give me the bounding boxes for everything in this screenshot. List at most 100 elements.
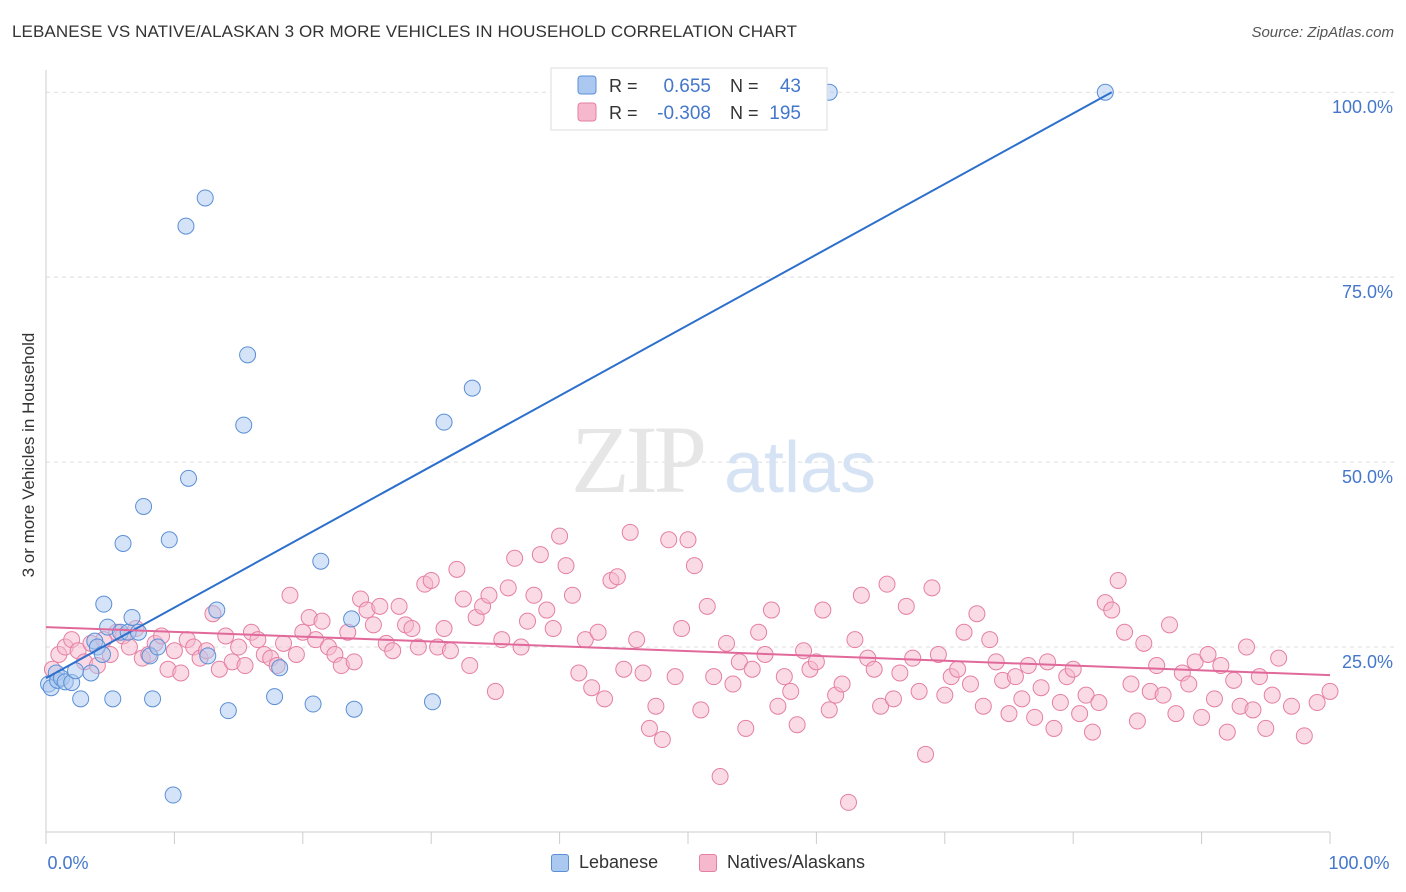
- legend-r-value: 0.655: [663, 76, 711, 97]
- natives-alaskans-point: [1205, 690, 1223, 708]
- natives-alaskans-point: [236, 657, 254, 675]
- natives-alaskans-point: [814, 601, 832, 619]
- natives-alaskans-point: [1116, 623, 1134, 641]
- lebanese-point: [135, 497, 153, 515]
- natives-alaskans-point: [840, 793, 857, 811]
- natives-alaskans-point: [1321, 682, 1339, 700]
- natives-alaskans-point: [955, 623, 973, 641]
- lebanese-point: [123, 608, 141, 626]
- natives-alaskans-point: [512, 638, 530, 656]
- lebanese-point: [160, 531, 178, 549]
- natives-alaskans-point: [1090, 694, 1108, 712]
- lebanese-point: [208, 601, 226, 619]
- natives-alaskans-point: [570, 664, 588, 682]
- lebanese-point: [72, 690, 90, 708]
- legend-n-label: N =: [730, 103, 759, 123]
- natives-alaskans-point: [441, 642, 459, 660]
- lebanese-point: [304, 695, 322, 713]
- natives-alaskans-point: [961, 675, 979, 693]
- natives-alaskans-point: [949, 660, 967, 678]
- source-credit: Source: ZipAtlas.com: [1251, 24, 1394, 41]
- lebanese-point: [463, 379, 481, 397]
- bottom-legend-item-lebanese: Lebanese: [551, 852, 658, 873]
- watermark-zip: ZIP: [571, 406, 704, 513]
- lebanese-point: [271, 659, 289, 677]
- natives-alaskans-point: [621, 523, 639, 541]
- natives-alaskans-point: [878, 575, 896, 593]
- bottom-legend-label: Natives/Alaskans: [727, 852, 866, 872]
- natives-alaskans-point: [750, 623, 768, 641]
- natives-alaskans-point: [653, 731, 671, 749]
- natives-alaskans-point: [974, 697, 992, 715]
- lebanese-point: [239, 346, 257, 364]
- natives-alaskans-point: [275, 634, 293, 652]
- natives-alaskans-point: [390, 597, 408, 615]
- natives-alaskans-point: [165, 642, 183, 660]
- watermark: ZIP atlas: [571, 406, 876, 513]
- natives-alaskans-point: [923, 579, 941, 597]
- natives-alaskans-point: [499, 579, 517, 597]
- y-tick-labels: 25.0% 50.0% 75.0% 100.0%: [1332, 97, 1393, 672]
- natives-swatch-icon: [699, 853, 717, 872]
- lebanese-point: [180, 469, 198, 487]
- natives-alaskans-point: [1244, 701, 1262, 719]
- bottom-legend-label: Lebanese: [579, 852, 659, 872]
- natives-alaskans-point: [403, 620, 421, 638]
- natives-alaskans-point: [1180, 675, 1198, 693]
- lebanese-trend-line: [45, 91, 1113, 679]
- natives-alaskans-point: [608, 568, 626, 586]
- natives-alaskans-point: [1000, 705, 1018, 723]
- axes: [45, 70, 1331, 844]
- natives-alaskans-point: [1071, 705, 1089, 723]
- natives-alaskans-point: [1128, 712, 1146, 730]
- lebanese-point: [114, 534, 132, 552]
- natives-alaskans-point: [865, 660, 883, 678]
- legend-n-value: 195: [769, 103, 801, 124]
- natives-alaskans-point: [615, 660, 633, 678]
- natives-alaskans-trend-line: [45, 626, 1331, 677]
- natives-alaskans-point: [762, 601, 780, 619]
- lebanese-point: [312, 552, 330, 570]
- gridlines: [46, 91, 1395, 648]
- natives-alaskans-point: [788, 716, 806, 734]
- natives-alaskans-point: [1045, 719, 1063, 737]
- natives-alaskans-point: [1218, 723, 1236, 741]
- lebanese-point: [196, 189, 214, 207]
- natives-alaskans-point: [435, 620, 453, 638]
- natives-alaskans-point: [551, 527, 569, 545]
- watermark-atlas: atlas: [724, 428, 876, 508]
- natives-alaskans-point: [313, 612, 331, 630]
- natives-alaskans-point: [1154, 686, 1172, 704]
- lebanese-point: [177, 217, 195, 235]
- natives-alaskans-point: [217, 627, 235, 645]
- natives-alaskans-point: [1077, 686, 1095, 704]
- natives-alaskans-point: [287, 645, 305, 663]
- natives-alaskans-point: [1019, 657, 1037, 675]
- lebanese-point: [199, 647, 217, 665]
- natives-alaskans-point: [820, 701, 838, 719]
- natives-alaskans-point: [1282, 697, 1300, 715]
- natives-alaskans-point: [846, 631, 864, 649]
- natives-alaskans-point: [448, 560, 466, 578]
- natives-alaskans-point: [1032, 679, 1050, 697]
- natives-alaskans-point: [172, 664, 190, 682]
- legend-r-value: -0.308: [657, 103, 711, 124]
- natives-alaskans-point: [1039, 653, 1057, 671]
- natives-alaskans-point: [872, 697, 890, 715]
- natives-alaskans-point: [910, 682, 928, 700]
- natives-alaskans-point: [409, 638, 427, 656]
- natives-alaskans-point: [1295, 727, 1313, 745]
- lebanese-swatch-icon: [551, 853, 569, 872]
- legend: R = 0.655 N = 43 R = -0.308 N = 195: [550, 67, 828, 131]
- natives-alaskans-point: [596, 690, 614, 708]
- natives-alaskans-point: [647, 697, 665, 715]
- lebanese-point: [423, 693, 441, 711]
- natives-alaskans-point: [1109, 571, 1127, 589]
- natives-alaskans-point: [1148, 657, 1166, 675]
- legend-n-value: 43: [780, 76, 801, 97]
- natives-alaskans-point: [1263, 686, 1281, 704]
- legend-r-label: R =: [609, 76, 638, 96]
- lebanese-point: [343, 610, 361, 628]
- lebanese-point: [435, 413, 453, 431]
